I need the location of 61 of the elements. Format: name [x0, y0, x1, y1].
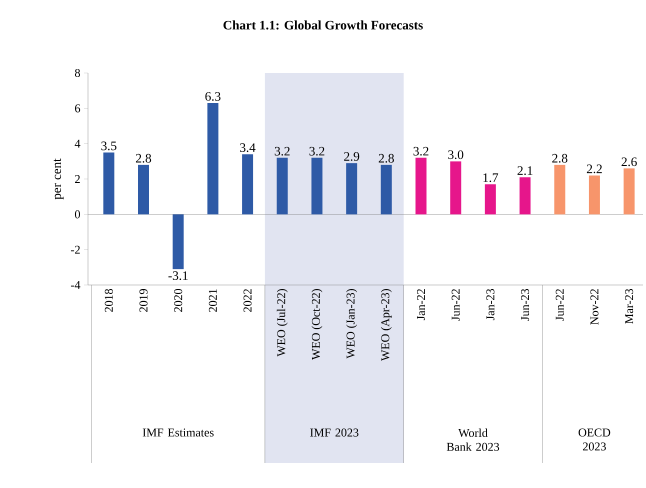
data-label: 3.4 [240, 143, 256, 152]
bar [624, 168, 635, 214]
bar [588, 175, 600, 214]
data-label: 2.6 [622, 157, 637, 166]
data-label: 2.8 [552, 154, 568, 163]
x-tick-label: 2020 [174, 288, 182, 312]
data-label: 3.2 [274, 146, 290, 156]
bar [380, 164, 392, 214]
bar [416, 158, 427, 214]
bar [207, 103, 218, 214]
y-tick-label: 4 [74, 140, 80, 148]
bar [172, 214, 184, 270]
text: World Bank 2023 [446, 428, 500, 451]
bar [450, 161, 462, 214]
x-tick-label: Jun-23 [521, 288, 530, 321]
data-label: 2.1 [518, 166, 532, 176]
y-tick-label: 0 [74, 210, 80, 218]
data-label: 2.2 [586, 164, 602, 174]
x-tick-label: Mar-23 [625, 288, 634, 324]
data-label: 2.9 [344, 152, 360, 161]
chart-title: Chart 1.1: Global Growth Forecasts [224, 20, 423, 30]
bar [484, 184, 496, 214]
data-label: 3.2 [414, 146, 428, 156]
x-tick-label: 2021 [208, 289, 217, 312]
y-tick-label: -2 [70, 246, 80, 254]
x-tick-label: Jun-22 [452, 289, 460, 321]
bar [311, 158, 322, 214]
data-label: 1.7 [483, 173, 498, 182]
x-tick-label: WEO (Jan-23) [346, 289, 358, 359]
x-tick-label: 2018 [104, 288, 113, 312]
data-label: -3.1 [168, 271, 188, 280]
bar [276, 158, 288, 214]
band-label: IMF 2023 [310, 428, 358, 437]
text: OECD 2023 [578, 428, 610, 450]
y-tick-label: 2 [75, 175, 80, 183]
x-tick-label: WEO (Apr-23) [380, 289, 392, 361]
x-tick-label: Jan-22 [416, 289, 426, 320]
x-tick-label: Jan-23 [486, 288, 494, 320]
x-tick-label: WEO (Jul-22) [276, 289, 288, 357]
bar [346, 163, 358, 214]
y-axis-title: per cent [54, 158, 64, 200]
data-label: 3.0 [448, 150, 464, 160]
bar [520, 177, 531, 214]
data-label: 6.3 [205, 92, 220, 101]
y-tick-label: 8 [74, 68, 80, 78]
bar [554, 164, 566, 214]
data-label: 3.2 [309, 146, 324, 156]
x-tick-label: Jun-22 [556, 289, 564, 321]
x-tick-label: WEO (Oct-22) [312, 289, 322, 360]
bar [242, 154, 254, 214]
x-tick-label: 2022 [244, 289, 252, 312]
bar [138, 164, 149, 214]
y-tick-label: 6 [75, 104, 80, 112]
text: IMF Estimates [142, 428, 214, 437]
data-label: 2.8 [378, 154, 394, 163]
x-tick-label: 2019 [139, 289, 148, 312]
x-tick-label: Nov-22 [590, 289, 598, 325]
bar [103, 152, 114, 214]
y-tick-label: -4 [70, 281, 80, 289]
data-label: 2.8 [136, 154, 152, 163]
data-label: 3.5 [101, 142, 116, 150]
